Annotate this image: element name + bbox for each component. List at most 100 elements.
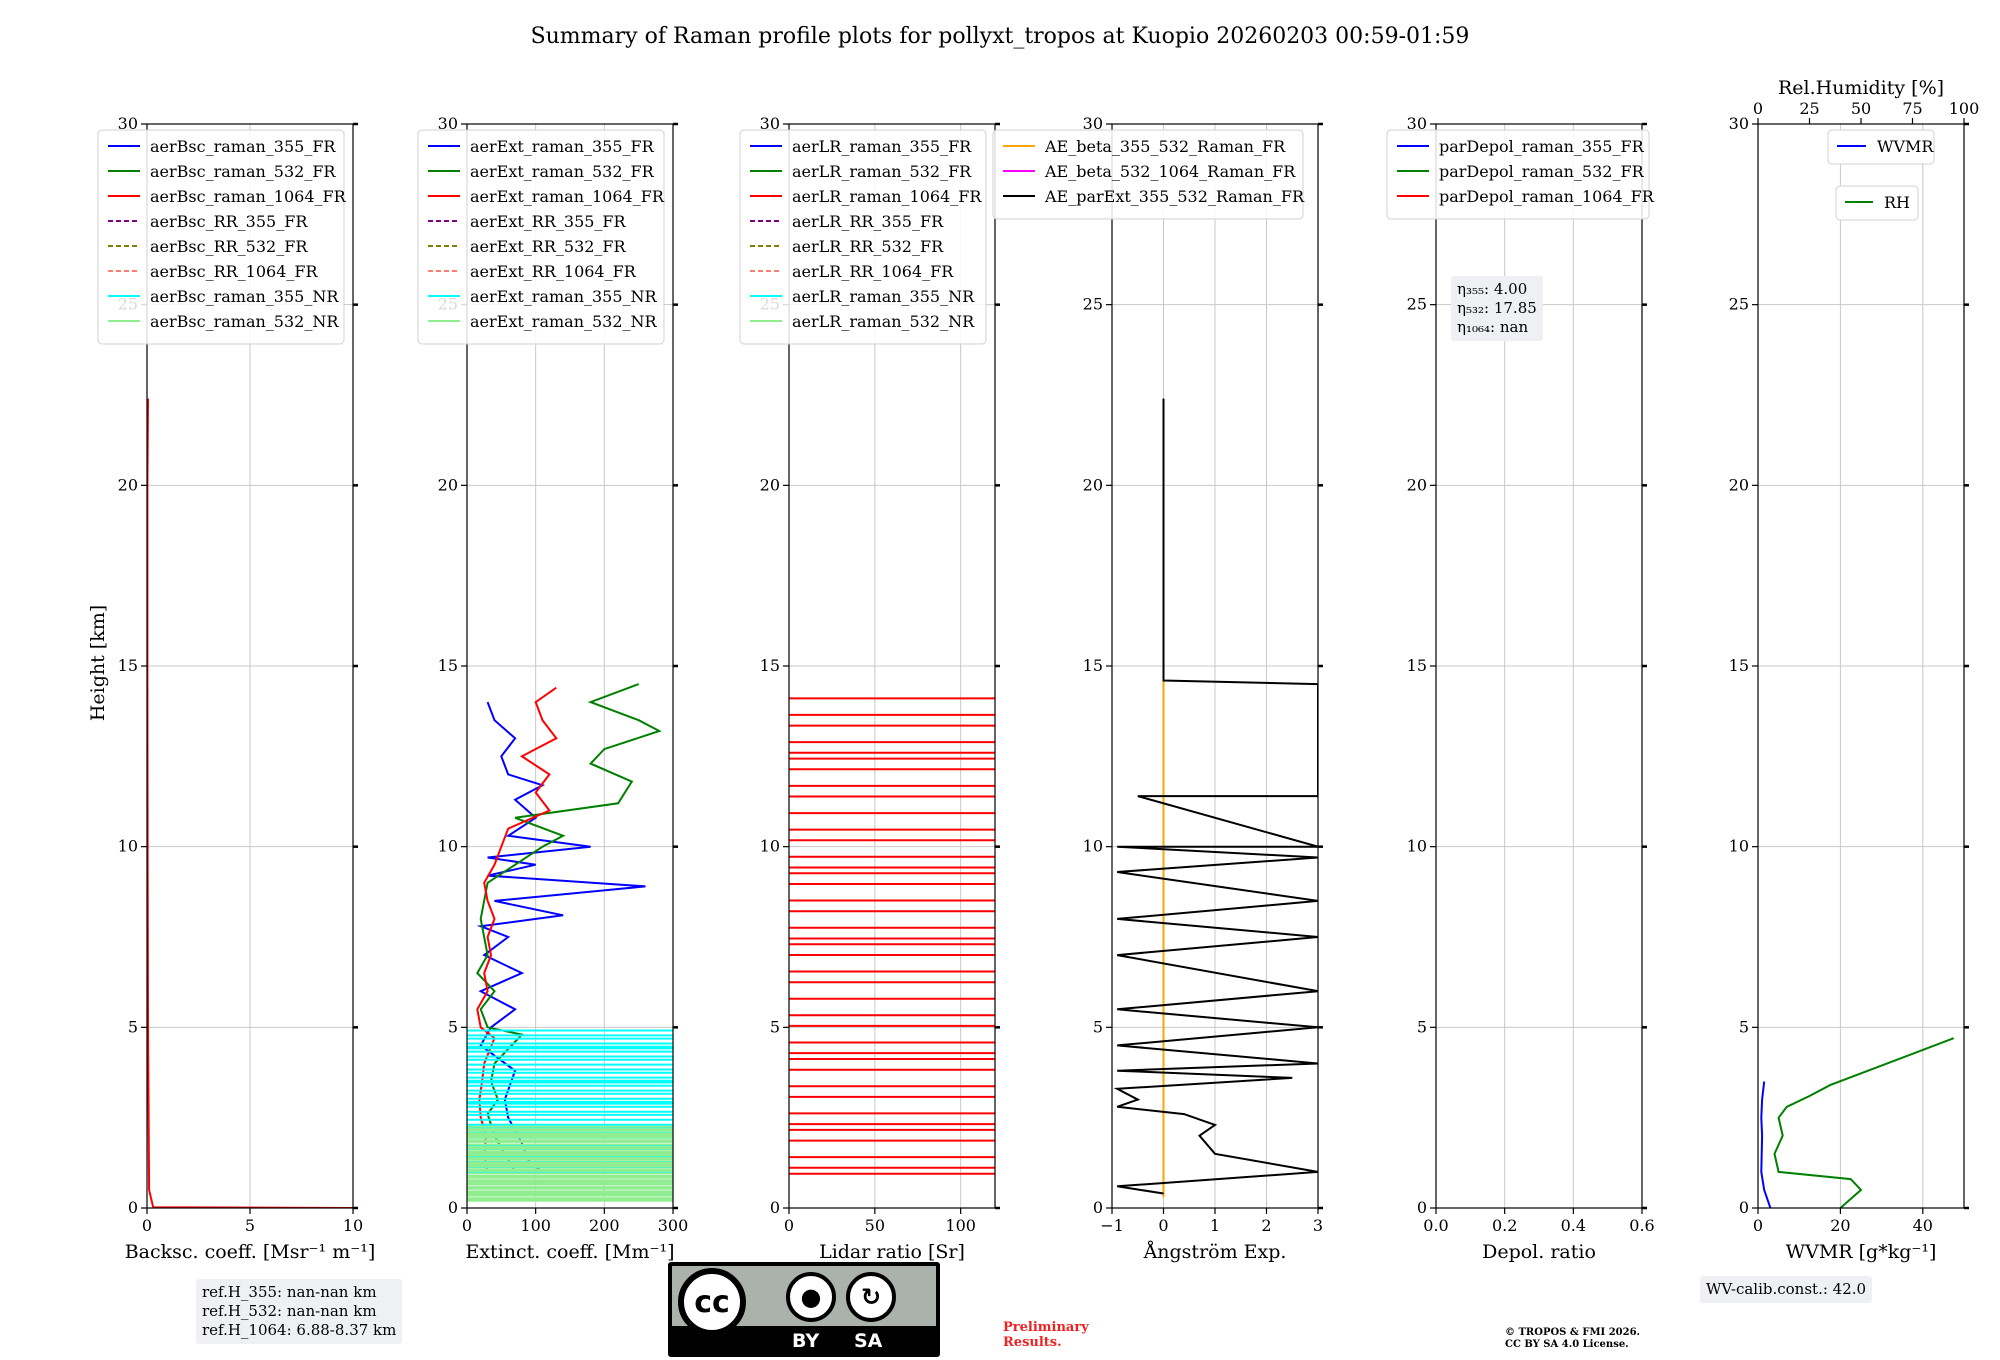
eta-355: η₃₅₅: 4.00 — [1457, 280, 1528, 298]
x-axis-label: Ångström Exp. — [1143, 1241, 1287, 1263]
y-tick-label: 5 — [770, 1017, 780, 1036]
panel-1: 0510152025300510Backsc. coeff. [Msr⁻¹ m⁻… — [97, 114, 376, 1263]
y-tick-label: 15 — [118, 656, 138, 675]
y-tick-label: 30 — [1083, 114, 1103, 133]
cc-icon: cc — [678, 1268, 746, 1336]
cc-by-sa-badge: cc ● ↻ BY SA — [668, 1262, 940, 1357]
x-tick-label: 50 — [865, 1216, 885, 1235]
ref-h-532: ref.H_532: nan-nan km — [202, 1302, 377, 1320]
y-tick-label: 20 — [760, 475, 780, 494]
y-tick-label: 15 — [1407, 656, 1427, 675]
copyright-line1: © TROPOS & FMI 2026. — [1505, 1327, 1641, 1338]
y-tick-label: 0 — [1093, 1198, 1103, 1217]
legend-box-wvmr — [1827, 129, 1935, 165]
series-group — [467, 683, 673, 1202]
legend-label: aerExt_RR_355_FR — [470, 212, 627, 231]
y-tick-label: 10 — [1083, 837, 1103, 856]
x-axis-label: Backsc. coeff. [Msr⁻¹ m⁻¹] — [125, 1241, 376, 1263]
x-axis-label: Lidar ratio [Sr] — [819, 1241, 965, 1263]
legend-label: aerLR_raman_532_NR — [792, 312, 975, 331]
legend-label: aerBsc_RR_532_FR — [150, 237, 308, 256]
top-x-tick-label: 0 — [1753, 99, 1763, 118]
series-group — [1760, 1037, 1955, 1208]
y-tick-label: 5 — [448, 1017, 458, 1036]
legend-label: AE_parExt_355_532_Raman_FR — [1044, 187, 1305, 206]
y-tick-label: 0 — [448, 1198, 458, 1217]
y-tick-label: 10 — [1407, 837, 1427, 856]
x-tick-label: 0.6 — [1629, 1216, 1654, 1235]
x-tick-label: 1 — [1210, 1216, 1220, 1235]
legend-label: aerBsc_RR_1064_FR — [150, 262, 319, 281]
series-WVMR — [1760, 1081, 1772, 1208]
y-tick-label: 5 — [1093, 1017, 1103, 1036]
y-tick-label: 20 — [1083, 475, 1103, 494]
x-tick-label: 2 — [1261, 1216, 1271, 1235]
legend-label: aerLR_RR_532_FR — [792, 237, 944, 256]
wv-calib-const: WV-calib.const.: 42.0 — [1706, 1280, 1867, 1298]
y-tick-label: 5 — [128, 1017, 138, 1036]
y-tick-label: 10 — [760, 837, 780, 856]
x-tick-label: 5 — [245, 1216, 255, 1235]
legend-label: aerExt_raman_532_NR — [470, 312, 658, 331]
x-tick-label: 0.2 — [1492, 1216, 1517, 1235]
x-tick-label: 300 — [658, 1216, 689, 1235]
copyright-note: © TROPOS & FMI 2026. CC BY SA 4.0 Licens… — [1505, 1327, 1640, 1351]
copyright-line2: CC BY SA 4.0 License. — [1505, 1339, 1629, 1350]
top-x-axis-label: Rel.Humidity [%] — [1778, 77, 1944, 99]
series-aerExt_raman_532_NR — [467, 1125, 673, 1202]
x-tick-label: 0.4 — [1561, 1216, 1586, 1235]
y-tick-label: 0 — [128, 1198, 138, 1217]
top-x-tick-label: 75 — [1902, 99, 1922, 118]
series-group — [1113, 398, 1318, 1198]
legend-label: aerExt_raman_1064_FR — [470, 187, 665, 206]
y-tick-label: 20 — [118, 475, 138, 494]
legend-label: aerBsc_RR_355_FR — [150, 212, 308, 231]
preliminary-note: Preliminary Results. — [1003, 1320, 1089, 1350]
y-tick-label: 30 — [438, 114, 458, 133]
y-tick-label: 0 — [1739, 1198, 1749, 1217]
x-tick-label: 0 — [1158, 1216, 1168, 1235]
panel-2: 0510152025300100200300Extinct. coeff. [M… — [417, 114, 689, 1263]
ref-height-box: ref.H_355: nan-nan km ref.H_532: nan-nan… — [196, 1279, 403, 1344]
preliminary-line2: Results. — [1003, 1335, 1062, 1350]
panel-5: 0 5 10 15 20 25 30 0.0 0.2 0.4 0.6 Depol. ratio parD… — [1386, 114, 1655, 1263]
y-tick-label: 10 — [438, 837, 458, 856]
x-tick-label: 0.0 — [1423, 1216, 1448, 1235]
eta-1064: η₁₀₆₄: nan — [1457, 318, 1529, 336]
series-AE_parExt_355_532_Raman_FR — [1113, 398, 1318, 1195]
legend-label: WVMR — [1877, 137, 1934, 156]
y-tick-label: 15 — [1729, 656, 1749, 675]
legend-label: AE_beta_355_532_Raman_FR — [1044, 137, 1286, 156]
legend-box — [97, 129, 345, 345]
legend-label: aerBsc_raman_355_FR — [150, 137, 336, 156]
legend-label: parDepol_raman_1064_FR — [1439, 187, 1655, 206]
sa-share-alike-icon: ↻ — [846, 1272, 896, 1322]
y-tick-label: 30 — [1729, 114, 1749, 133]
legend-box — [739, 129, 987, 345]
y-tick-label: 25 — [1083, 295, 1103, 314]
legend-label: aerBsc_raman_355_NR — [150, 287, 339, 306]
legend-label: AE_beta_532_1064_Raman_FR — [1044, 162, 1296, 181]
series-aerExt_raman_532_FR — [476, 683, 662, 1173]
wv-calib-box: WV-calib.const.: 42.0 — [1700, 1276, 1873, 1303]
x-tick-label: 200 — [589, 1216, 620, 1235]
y-tick-label: 15 — [438, 656, 458, 675]
legend-label: aerLR_raman_532_FR — [792, 162, 972, 181]
legend-label: parDepol_raman_355_FR — [1439, 137, 1645, 156]
ref-h-355: ref.H_355: nan-nan km — [202, 1283, 377, 1301]
x-tick-label: 20 — [1830, 1216, 1850, 1235]
y-tick-label: 20 — [438, 475, 458, 494]
series-aerExt_raman_355_FR — [476, 701, 646, 1173]
y-tick-label: 0 — [770, 1198, 780, 1217]
x-tick-label: 100 — [945, 1216, 976, 1235]
y-tick-label: 25 — [1729, 295, 1749, 314]
series-group — [789, 697, 995, 1175]
by-person-icon: ● — [786, 1272, 836, 1322]
x-tick-label: 0 — [784, 1216, 794, 1235]
x-tick-label: 40 — [1913, 1216, 1933, 1235]
legend-label: RH — [1884, 193, 1910, 212]
legend-label: aerBsc_raman_1064_FR — [150, 187, 347, 206]
legend-box — [992, 129, 1304, 220]
